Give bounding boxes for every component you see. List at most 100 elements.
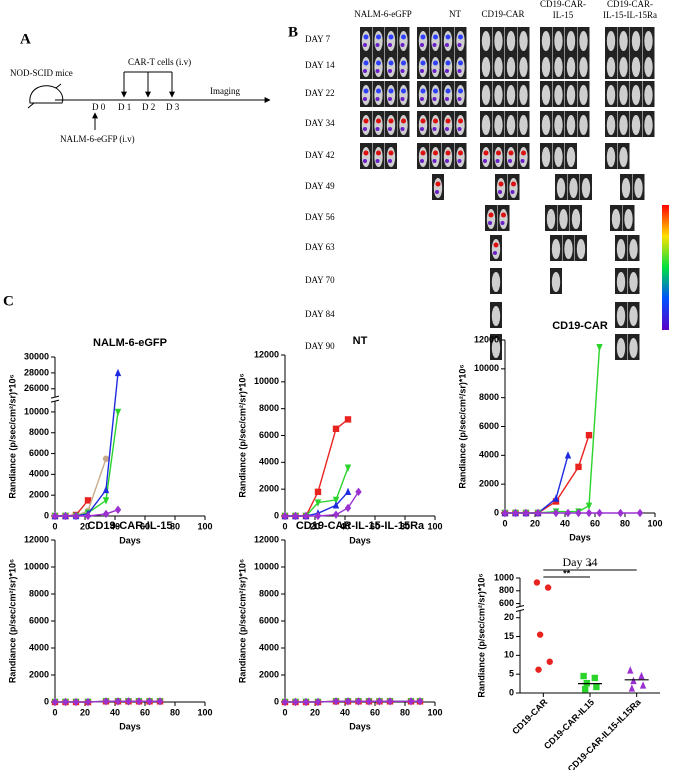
mouse-body xyxy=(619,85,628,105)
x-tick-label: 20 xyxy=(310,521,320,531)
mouse-body xyxy=(581,178,591,198)
signal xyxy=(388,127,392,131)
marker xyxy=(84,497,92,504)
mouse-body xyxy=(494,31,503,51)
signal xyxy=(375,43,380,47)
mouse-body xyxy=(494,115,503,135)
axis-break xyxy=(515,604,525,608)
mouse-body xyxy=(631,85,641,105)
y-tick-label: 8000 xyxy=(259,403,279,413)
signal xyxy=(376,88,381,94)
signal xyxy=(432,69,437,73)
mouse-body xyxy=(361,85,371,105)
y-tick-label: 10000 xyxy=(24,406,49,416)
marker xyxy=(580,672,587,680)
marker xyxy=(332,501,340,509)
mouse-body xyxy=(634,178,643,198)
mouse-body xyxy=(631,57,641,77)
signal xyxy=(420,88,426,94)
x-tick-label: 60 xyxy=(370,707,380,717)
mouse-body xyxy=(606,147,616,167)
mouse-body xyxy=(541,115,551,135)
y-axis-label: Randiance (p/sec/cm²/sr)*10⁶ xyxy=(237,373,247,497)
mouse-body xyxy=(579,57,588,77)
day-label: D 2 xyxy=(142,102,155,112)
marker xyxy=(314,697,322,707)
marker xyxy=(546,658,553,665)
x-tick-label: 40 xyxy=(340,707,350,717)
y-tick-label: 30000 xyxy=(24,351,49,361)
signal xyxy=(432,127,437,131)
mouse-body xyxy=(491,239,501,259)
signal xyxy=(376,118,381,124)
mouse-body xyxy=(554,31,563,51)
signal xyxy=(363,88,369,94)
signal xyxy=(401,60,406,66)
signal xyxy=(388,43,392,47)
mouse-body xyxy=(541,31,551,51)
y-tick-label: 0 xyxy=(44,510,49,520)
marker xyxy=(591,674,598,682)
y-tick-label: 0 xyxy=(274,696,279,706)
signal xyxy=(498,181,504,187)
x-tick-label: 0 xyxy=(502,518,507,528)
signal xyxy=(445,69,449,73)
marker xyxy=(332,425,340,432)
x-tick-label: CD19-CAR xyxy=(510,697,550,737)
signal xyxy=(363,150,369,156)
imaging-label: Imaging xyxy=(210,86,240,96)
signal xyxy=(445,43,449,47)
mouse-body xyxy=(621,178,631,198)
column-header: CD19-CAR xyxy=(481,9,524,19)
mouse-body xyxy=(556,178,566,198)
signal xyxy=(420,60,426,66)
row-label: DAY 90 xyxy=(305,341,335,351)
signal xyxy=(388,60,394,66)
x-axis-label: Days xyxy=(349,535,371,545)
marker xyxy=(102,697,110,706)
signal xyxy=(458,150,463,156)
axis-break xyxy=(516,606,524,611)
x-tick-label: 100 xyxy=(197,521,212,531)
day-label: D 3 xyxy=(166,102,180,112)
y-tick-label: 6000 xyxy=(29,448,49,458)
y-tick-label: 12000 xyxy=(474,334,499,344)
mouse-body xyxy=(418,57,428,77)
mouse-body xyxy=(431,31,440,51)
signal xyxy=(445,159,449,163)
marker xyxy=(628,684,636,692)
signal xyxy=(488,221,492,225)
x-tick-label: 0 xyxy=(282,521,287,531)
y-tick-label: 2000 xyxy=(479,479,499,489)
marker xyxy=(102,497,110,505)
series-line xyxy=(55,372,119,517)
marker xyxy=(522,508,530,518)
row-label: DAY 56 xyxy=(305,212,335,222)
mouse-body xyxy=(606,57,616,77)
signal xyxy=(483,150,489,156)
marker xyxy=(114,505,122,514)
series-line xyxy=(505,434,590,514)
chart-title: NALM-6-eGFP xyxy=(93,337,167,349)
row-label: DAY 70 xyxy=(305,275,335,285)
signal xyxy=(388,34,394,40)
y-tick-label: 2000 xyxy=(259,669,279,679)
signal xyxy=(388,69,392,73)
signal xyxy=(363,34,369,40)
mouse-body xyxy=(644,57,653,77)
mouse-body xyxy=(506,115,516,135)
mouse-body xyxy=(519,31,528,51)
mouse-body xyxy=(624,209,633,229)
signal xyxy=(388,159,392,163)
axis-break xyxy=(51,397,59,402)
marker xyxy=(344,416,352,423)
mouse-body xyxy=(629,338,638,358)
y-tick-label: 600 xyxy=(499,598,514,608)
mouse-body xyxy=(456,85,465,105)
column-header: IL-15-IL-15Ra xyxy=(603,10,657,20)
y-tick-label: 2000 xyxy=(259,484,279,494)
signal xyxy=(457,69,462,73)
marker xyxy=(535,666,542,673)
mouse-body xyxy=(579,115,588,135)
x-tick-label: 100 xyxy=(427,707,442,717)
